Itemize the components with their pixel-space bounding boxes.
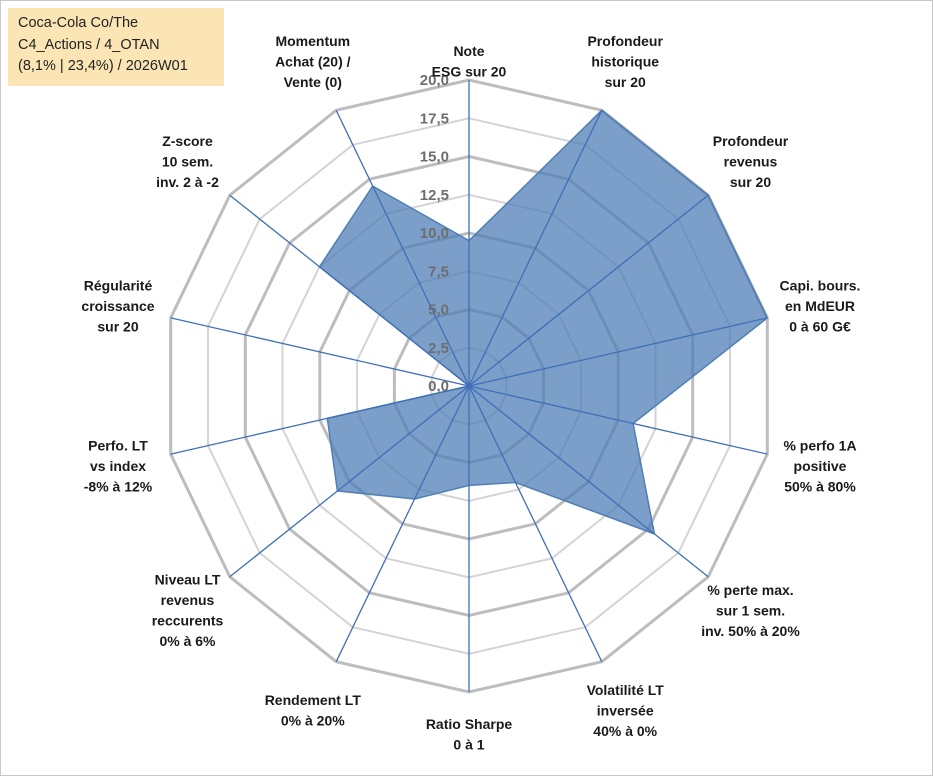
axis-label-2-line-1: revenus — [724, 154, 778, 170]
axis-label-12-line-1: 10 sem. — [162, 154, 213, 170]
axis-label-12-line-2: inv. 2 à -2 — [156, 174, 219, 190]
axis-label-2-line-0: Profondeur — [713, 133, 789, 149]
axis-label-3: Capi. bours. en MdEUR 0 à 60 G€ — [780, 277, 861, 334]
axis-label-10-line-0: Perfo. LT — [88, 438, 148, 454]
tick-label-7: 17,5 — [420, 110, 449, 127]
spoke-5 — [468, 385, 709, 578]
tick-label-8: 20,0 — [420, 72, 449, 89]
axis-label-9: Niveau LT revenus reccurents 0% à 6% — [152, 572, 224, 650]
axis-label-9-line-0: Niveau LT — [155, 572, 221, 588]
axis-label-5: % perte max. sur 1 sem. inv. 50% à 20% — [701, 582, 800, 639]
spoke-2 — [468, 194, 709, 387]
axis-label-5-line-0: % perte max. — [707, 582, 793, 598]
info-stats: (8,1% | 23,4%) / 2026W01 — [18, 58, 188, 74]
axis-label-2-line-2: sur 20 — [730, 174, 771, 190]
axis-label-11-line-2: sur 20 — [97, 318, 138, 334]
info-box: Coca-Cola Co/The C4_Actions / 4_OTAN (8,… — [8, 8, 224, 86]
axis-label-3-line-0: Capi. bours. — [780, 277, 861, 293]
axis-label-1-line-2: sur 20 — [605, 74, 646, 90]
axis-label-13: Momentum Achat (20) / Vente (0) — [275, 33, 351, 90]
axis-label-11-line-0: Régularité — [84, 277, 153, 293]
spoke-13 — [335, 110, 470, 387]
spoke-9 — [229, 385, 470, 578]
axis-label-6-line-1: inversée — [597, 702, 654, 718]
axis-label-10-line-1: vs index — [90, 458, 146, 474]
axis-label-12-line-0: Z-score — [162, 133, 213, 149]
axis-label-6-line-0: Volatilité LT — [587, 682, 665, 698]
tick-label-0: 0,0 — [428, 378, 449, 395]
axis-label-0: Note ESG sur 20 — [432, 43, 507, 80]
info-title: Coca-Cola Co/The — [18, 15, 139, 31]
spoke-3 — [468, 317, 768, 387]
axis-label-12: Z-score 10 sem. inv. 2 à -2 — [156, 133, 219, 190]
axis-label-10-line-2: -8% à 12% — [84, 479, 153, 495]
axis-label-6-line-2: 40% à 0% — [593, 723, 657, 739]
axis-label-13-line-0: Momentum — [275, 33, 350, 49]
spoke-11 — [170, 317, 470, 387]
tick-label-6: 15,0 — [420, 149, 449, 166]
axis-label-4: % perfo 1A positive 50% à 80% — [783, 438, 856, 495]
tick-label-4: 10,0 — [420, 225, 449, 242]
axis-label-0-line-0: Note — [453, 43, 484, 59]
axis-label-4-line-1: positive — [794, 458, 847, 474]
axis-label-1-line-1: historique — [591, 54, 659, 70]
spoke-8 — [335, 385, 470, 662]
axis-label-11-line-1: croissance — [81, 298, 154, 314]
axis-label-5-line-2: inv. 50% à 20% — [701, 623, 800, 639]
axis-label-7: Ratio Sharpe 0 à 1 — [426, 716, 513, 753]
info-category: C4_Actions / 4_OTAN — [18, 36, 160, 53]
spoke-6 — [468, 385, 603, 662]
axis-label-2: Profondeur revenus sur 20 — [713, 133, 789, 190]
spoke-1 — [468, 110, 603, 387]
axis-label-8-line-1: 0% à 20% — [281, 713, 345, 729]
axis-label-9-line-1: revenus — [161, 592, 215, 608]
tick-label-1: 2,5 — [428, 340, 449, 357]
axis-label-1-line-0: Profondeur — [587, 33, 663, 49]
axis-label-13-line-1: Achat (20) / — [275, 54, 351, 70]
axis-label-3-line-1: en MdEUR — [785, 298, 855, 314]
axis-label-9-line-3: 0% à 6% — [159, 633, 216, 649]
tick-label-5: 12,5 — [420, 187, 449, 204]
axis-label-4-line-2: 50% à 80% — [784, 479, 856, 495]
axis-label-7-line-1: 0 à 1 — [453, 737, 484, 753]
axis-label-8: Rendement LT 0% à 20% — [265, 692, 362, 729]
axis-label-10: Perfo. LT vs index -8% à 12% — [84, 438, 153, 495]
axis-label-5-line-1: sur 1 sem. — [716, 603, 785, 619]
axis-label-9-line-2: reccurents — [152, 613, 224, 629]
tick-label-2: 5,0 — [428, 302, 449, 319]
radar-tick-labels: 0,0 2,5 5,0 7,5 10,0 12,5 15,0 17,5 20,0 — [420, 72, 449, 395]
radar-spokes — [170, 80, 768, 692]
spoke-10 — [170, 385, 470, 455]
axis-label-4-line-0: % perfo 1A — [783, 438, 856, 454]
spoke-12 — [229, 194, 470, 387]
axis-label-6: Volatilité LT inversée 40% à 0% — [587, 682, 665, 739]
axis-label-3-line-2: 0 à 60 G€ — [789, 318, 851, 334]
radar-axis-labels: Note ESG sur 20 Profondeur historique sur 20… — [81, 33, 860, 752]
spoke-4 — [468, 385, 768, 455]
axis-label-7-line-0: Ratio Sharpe — [426, 716, 513, 732]
axis-label-0-line-1: ESG sur 20 — [432, 64, 507, 80]
axis-label-8-line-0: Rendement LT — [265, 692, 362, 708]
tick-label-3: 7,5 — [428, 263, 449, 280]
axis-label-13-line-2: Vente (0) — [284, 74, 342, 90]
axis-label-11: Régularité croissance sur 20 — [81, 277, 154, 334]
axis-label-1: Profondeur historique sur 20 — [587, 33, 663, 90]
